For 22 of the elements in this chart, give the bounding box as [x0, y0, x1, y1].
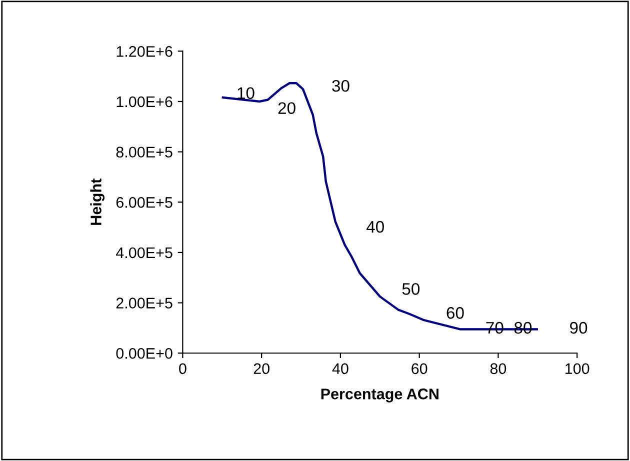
x-tick-label: 0	[179, 363, 186, 374]
annotation: 50	[402, 283, 420, 295]
x-axis-title: Percentage ACN	[321, 388, 438, 402]
annotation: 30	[332, 80, 350, 92]
y-tick-label: 1.20E+6	[116, 46, 172, 57]
annotation: 20	[278, 102, 296, 114]
y-tick-label: 6.00E+5	[116, 197, 172, 208]
x-tick-label: 100	[566, 363, 590, 374]
y-tick-label: 2.00E+5	[116, 298, 172, 308]
x-tick-label: 80	[490, 363, 506, 374]
annotation: 60	[446, 307, 464, 319]
annotation: 10	[238, 87, 254, 100]
y-tick-label: 8.00E+5	[116, 146, 172, 158]
x-tick-label: 60	[412, 363, 428, 374]
y-tick-label: 4.00E+5	[116, 247, 172, 258]
y-axis-title: Height	[90, 178, 105, 225]
annotation: 90	[570, 322, 588, 334]
annotation: 40	[366, 220, 384, 233]
y-tick-label: 1.00E+6	[116, 96, 172, 108]
y-tick-label: 0.00E+0	[116, 348, 172, 359]
x-tick-label: 40	[332, 363, 348, 374]
x-tick-label: 20	[254, 363, 270, 374]
